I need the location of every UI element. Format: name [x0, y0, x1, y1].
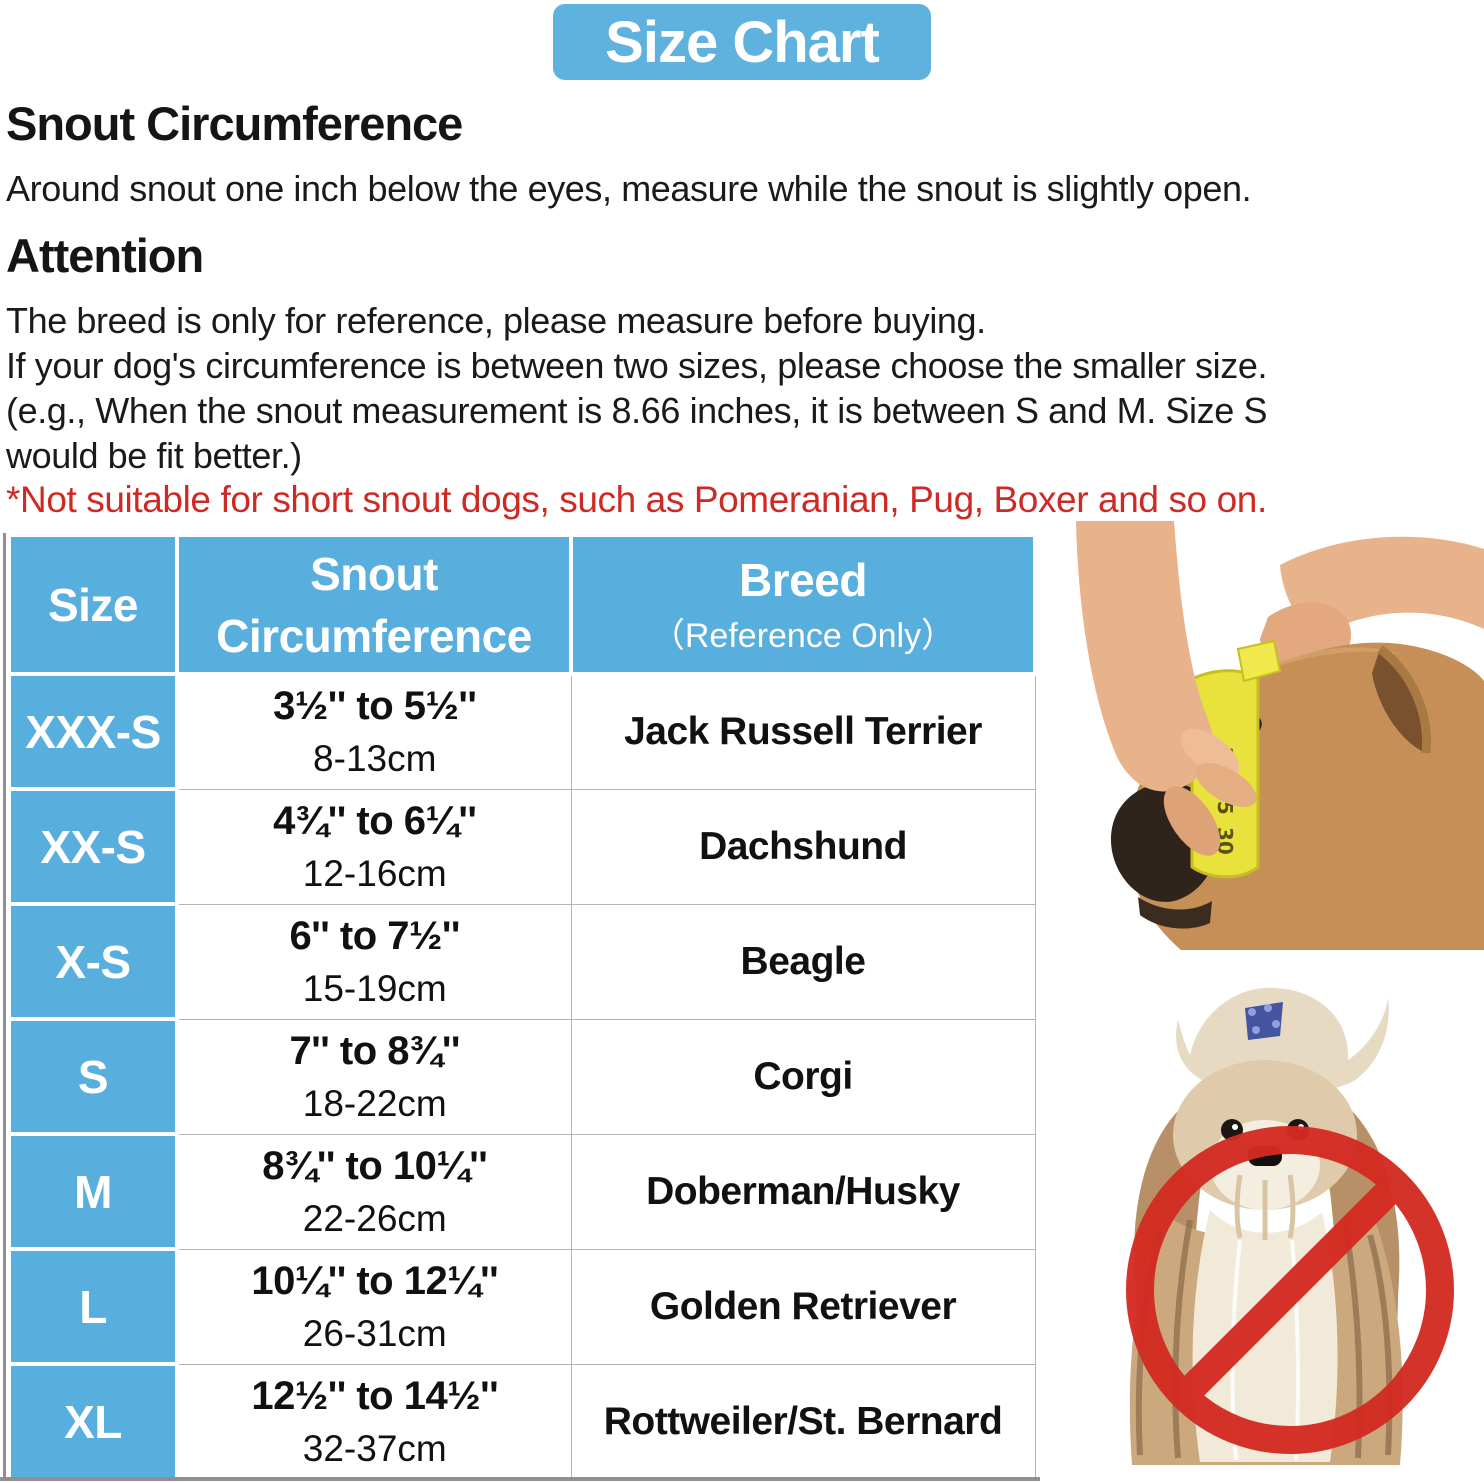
- circumference-cell: 8¾'' to 10¼'' 22-26cm: [176, 1133, 572, 1250]
- table-left-border: [3, 533, 6, 1479]
- attention-line-1: The breed is only for reference, please …: [6, 300, 986, 341]
- size-cell: X-S: [7, 902, 179, 1021]
- breed-cell: Beagle: [570, 903, 1036, 1020]
- table-header-row: Size Snout Circumference Breed （Referenc…: [7, 533, 1037, 676]
- attention-text: The breed is only for reference, please …: [6, 298, 1267, 478]
- attention-line-4: would be fit better.): [6, 435, 302, 476]
- no-symbol-icon: [1126, 1126, 1454, 1454]
- breed-cell: Rottweiler/St. Bernard: [570, 1363, 1036, 1480]
- size-table: Size Snout Circumference Breed （Referenc…: [7, 533, 1037, 1481]
- circumference-cell: 6'' to 7½'' 15-19cm: [176, 903, 572, 1020]
- table-row: S 7'' to 8¾'' 18-22cm Corgi: [7, 1017, 1036, 1136]
- table-row: XXX-S 3½'' to 5½'' 8-13cm Jack Russell T…: [7, 672, 1036, 791]
- size-cell: M: [7, 1132, 179, 1251]
- breed-cell: Golden Retriever: [570, 1248, 1036, 1365]
- circumference-cell: 3½'' to 5½'' 8-13cm: [176, 673, 572, 790]
- size-cell: XL: [7, 1362, 179, 1481]
- breed-cell: Doberman/Husky: [570, 1133, 1036, 1250]
- circumference-cell: 4¾'' to 6¼'' 12-16cm: [176, 788, 572, 905]
- circumference-cell: 10¼'' to 12¼'' 26-31cm: [176, 1248, 572, 1365]
- circumference-cell: 12½'' to 14½'' 32-37cm: [176, 1363, 572, 1480]
- breed-cell: Jack Russell Terrier: [570, 673, 1036, 790]
- table-row: X-S 6'' to 7½'' 15-19cm Beagle: [7, 902, 1036, 1021]
- header-breed-note: （Reference Only）: [650, 616, 956, 655]
- snout-measuring-photo: 20 25 30: [1042, 521, 1484, 965]
- circumference-cell: 7'' to 8¾'' 18-22cm: [176, 1018, 572, 1135]
- size-cell: XX-S: [7, 787, 179, 906]
- header-size: Size: [7, 533, 179, 676]
- hair-bow-icon: [1245, 1002, 1283, 1040]
- header-snout-circumference: Snout Circumference: [175, 533, 573, 676]
- snout-circumference-heading: Snout Circumference: [6, 97, 463, 150]
- table-bottom-border: [0, 1477, 1040, 1481]
- header-breed: Breed （Reference Only）: [569, 533, 1037, 676]
- page-title: Size Chart: [605, 9, 880, 75]
- size-cell: XXX-S: [7, 672, 179, 791]
- attention-heading: Attention: [6, 229, 204, 282]
- breed-cell: Corgi: [570, 1018, 1036, 1135]
- attention-line-2: If your dog's circumference is between t…: [6, 345, 1268, 386]
- size-cell: L: [7, 1247, 179, 1366]
- short-snout-dog-photo: [1040, 950, 1484, 1483]
- snout-description: Around snout one inch below the eyes, me…: [6, 168, 1252, 209]
- table-row: L 10¼'' to 12¼'' 26-31cm Golden Retrieve…: [7, 1247, 1036, 1366]
- breed-cell: Dachshund: [570, 788, 1036, 905]
- table-row: M 8¾'' to 10¼'' 22-26cm Doberman/Husky: [7, 1132, 1036, 1251]
- page-title-badge: Size Chart: [553, 4, 931, 80]
- table-row: XL 12½'' to 14½'' 32-37cm Rottweiler/St.…: [7, 1362, 1036, 1481]
- attention-line-3: (e.g., When the snout measurement is 8.6…: [6, 390, 1268, 431]
- warning-text: *Not suitable for short snout dogs, such…: [6, 479, 1267, 520]
- table-row: XX-S 4¾'' to 6¼'' 12-16cm Dachshund: [7, 787, 1036, 906]
- size-cell: S: [7, 1017, 179, 1136]
